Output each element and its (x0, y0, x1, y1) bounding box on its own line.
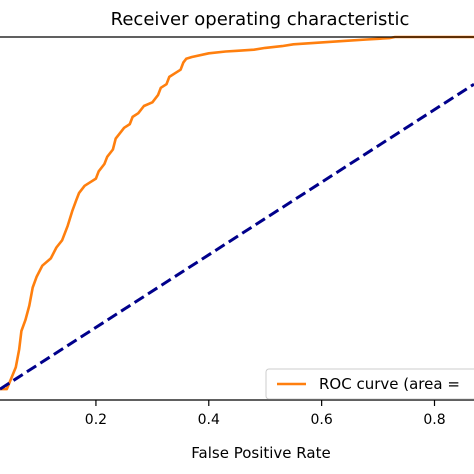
x-tick-label: 0.6 (311, 412, 333, 428)
x-tick-label: 0.4 (198, 412, 220, 428)
legend: ROC curve (area = (265, 368, 474, 400)
chart-title: Receiver operating characteristic (111, 9, 410, 30)
x-tick-layer: 0.2 0.4 0.6 0.8 (85, 400, 446, 428)
x-axis-label: False Positive Rate (191, 444, 330, 462)
x-tick-label: 0.2 (85, 412, 107, 428)
x-tick-label: 0.8 (423, 412, 445, 428)
legend-frame (265, 368, 474, 400)
roc-curve-line (0, 35, 474, 391)
legend-label-roc: ROC curve (area = (319, 375, 460, 393)
chance-diagonal-line (0, 82, 474, 391)
series-layer (0, 35, 474, 391)
